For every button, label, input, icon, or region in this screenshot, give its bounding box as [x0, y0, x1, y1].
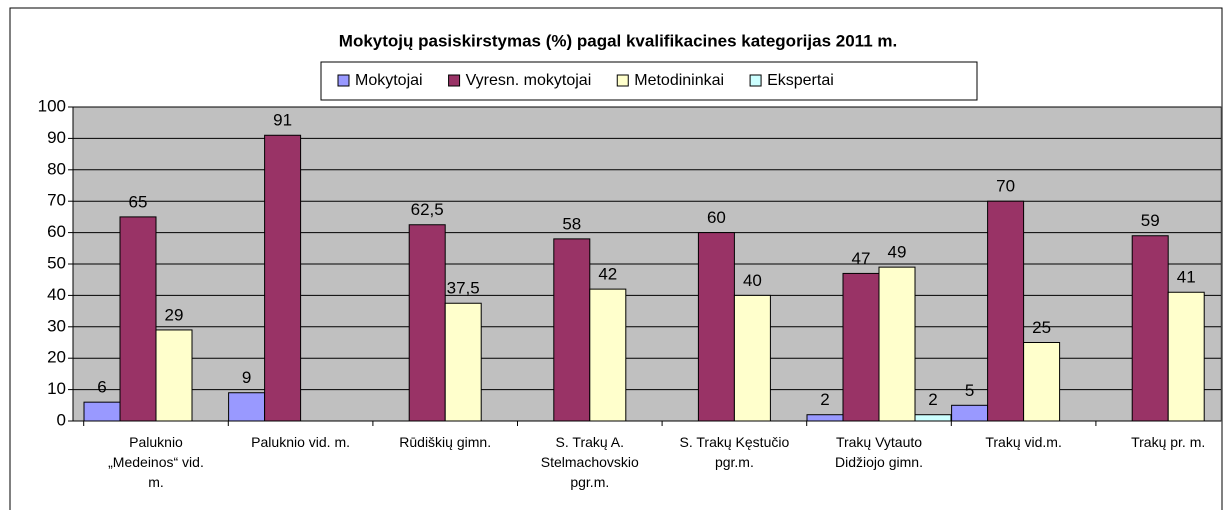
x-tick-label: Rūdiškių gimn.: [399, 434, 492, 450]
y-tick-label: 20: [47, 348, 66, 367]
legend-label: Ekspertai: [767, 72, 834, 89]
y-tick-label: 60: [47, 222, 66, 241]
y-tick-label: 10: [47, 379, 66, 398]
y-tick-label: 50: [47, 253, 66, 272]
bar: [733, 294, 771, 422]
y-tick-label: 80: [47, 159, 66, 178]
bar: [264, 134, 302, 422]
y-tick-label: 90: [47, 128, 66, 147]
data-label: 49: [888, 243, 907, 262]
x-tick-label: Trakų Vytauto Didžiojo gimn.: [835, 434, 923, 470]
bar: [878, 266, 916, 422]
data-label: 2: [928, 390, 937, 409]
bar: [119, 216, 157, 422]
legend-swatch: [448, 74, 461, 87]
legend-swatch: [616, 74, 629, 87]
data-label: 2: [820, 390, 829, 409]
y-tick-label: 100: [38, 96, 66, 115]
bar: [408, 224, 446, 422]
data-label: 59: [1141, 211, 1160, 230]
y-tick-label: 30: [47, 316, 66, 335]
bar: [914, 414, 952, 422]
data-label: 29: [165, 305, 184, 324]
bar: [589, 288, 627, 422]
bar: [553, 238, 591, 422]
bar: [697, 232, 735, 422]
data-label: 70: [996, 177, 1015, 196]
data-label: 37,5: [447, 279, 480, 298]
x-tick-label: Paluknio vid. m.: [251, 434, 350, 450]
bar: [83, 401, 121, 422]
bar: [155, 329, 193, 422]
x-tick-label: S. Trakų Kęstučio pgr.m.: [679, 434, 790, 470]
data-label: 42: [598, 265, 617, 284]
data-label: 25: [1032, 318, 1051, 337]
bar: [1023, 342, 1061, 422]
data-label: 41: [1177, 268, 1196, 287]
legend-swatch: [337, 74, 350, 87]
y-tick-label: 70: [47, 191, 66, 210]
data-label: 91: [273, 111, 292, 130]
legend-label: Vyresn. mokytojai: [466, 72, 592, 89]
legend-label: Metodininkai: [634, 72, 724, 89]
data-label: 65: [129, 192, 148, 211]
bar: [228, 392, 266, 422]
chart-title: Mokytojų pasiskirstymas (%) pagal kvalif…: [339, 31, 897, 50]
data-label: 40: [743, 271, 762, 290]
data-label: 9: [242, 368, 251, 387]
legend-label: Mokytojai: [355, 72, 423, 89]
data-label: 62,5: [411, 200, 444, 219]
bar: [951, 404, 989, 422]
legend-box: [320, 61, 978, 101]
data-label: 58: [562, 214, 581, 233]
bar: [1167, 291, 1205, 422]
data-label: 5: [965, 381, 974, 400]
data-label: 60: [707, 208, 726, 227]
bar: [444, 302, 482, 422]
bar: [987, 200, 1025, 422]
y-tick-label: 40: [47, 285, 66, 304]
y-tick-label: 0: [57, 410, 66, 429]
x-tick-label: Paluknio „Medeinos“ vid. m.: [108, 434, 204, 490]
x-tick-label: S. Trakų A. Stelmachovskio pgr.m.: [540, 434, 639, 490]
data-label: 47: [852, 249, 871, 268]
x-tick-label: Trakų pr. m.: [1131, 434, 1206, 450]
legend-swatch: [749, 74, 762, 87]
bar: [1131, 235, 1169, 422]
data-label: 6: [97, 378, 106, 397]
bar: [842, 272, 880, 422]
x-tick-label: Trakų vid.m.: [985, 434, 1062, 450]
bar: [806, 414, 844, 422]
